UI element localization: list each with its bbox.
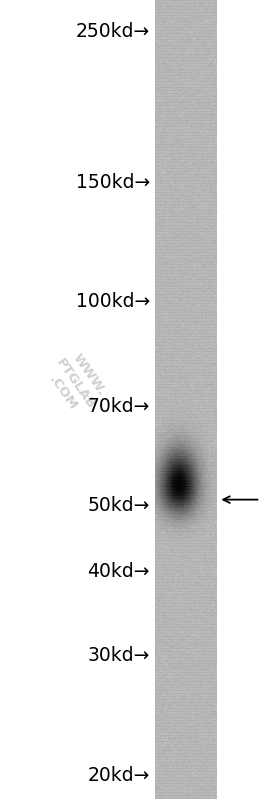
Bar bbox=[155, 0, 217, 799]
Text: 250kd→: 250kd→ bbox=[76, 22, 150, 42]
Text: 50kd→: 50kd→ bbox=[87, 496, 150, 515]
Text: WWW.
PTGLAB
.COM: WWW. PTGLAB .COM bbox=[40, 347, 111, 420]
Text: 20kd→: 20kd→ bbox=[87, 765, 150, 785]
Text: 40kd→: 40kd→ bbox=[87, 562, 150, 581]
Text: 70kd→: 70kd→ bbox=[87, 397, 150, 416]
Text: 30kd→: 30kd→ bbox=[87, 646, 150, 666]
Text: 100kd→: 100kd→ bbox=[76, 292, 150, 311]
Text: 150kd→: 150kd→ bbox=[76, 173, 150, 192]
